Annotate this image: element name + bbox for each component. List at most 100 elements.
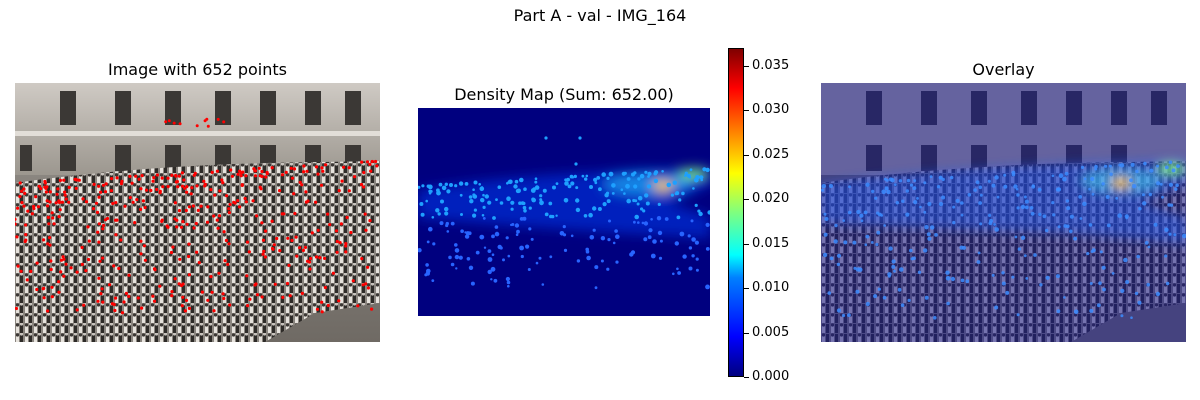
overlay-peak [938,202,944,207]
density-peak [479,234,485,240]
point-marker [140,174,144,178]
density-peak [657,230,663,236]
overlay-peak [1176,164,1180,168]
point-marker [80,262,84,266]
overlay-peak [1011,172,1016,177]
density-peak [691,237,696,242]
colorbar-tick [744,288,749,289]
point-marker [170,173,174,177]
overlay-peak [859,213,864,218]
density-peak [528,227,532,231]
colorbar-tick-label: 0.025 [752,147,790,162]
overlay-peak [930,225,935,230]
overlay-peak [888,246,893,251]
point-marker [178,122,182,126]
overlay-peak [860,219,864,223]
density-peak [478,183,481,186]
point-marker [48,200,52,204]
overlay-peak [926,232,931,237]
point-marker [77,178,81,182]
point-marker [15,235,19,239]
colorbar-tick-label: 0.035 [752,58,790,73]
point-marker [232,200,236,204]
point-marker [353,175,357,179]
point-marker [227,242,231,246]
point-marker [316,228,320,232]
density-peak [544,136,548,140]
overlay-peak [1089,308,1094,313]
point-marker [209,188,213,192]
overlay-peak [1164,254,1168,258]
density-peak [702,167,707,172]
point-marker [222,296,226,301]
density-peak [418,185,421,189]
density-peak [564,181,569,186]
point-marker [221,292,225,296]
density-peak [606,199,611,204]
overlay-peak [912,256,916,261]
point-marker [117,266,121,271]
density-peak [666,182,672,188]
point-marker [48,236,52,240]
point-marker [16,264,20,268]
point-marker [361,283,365,287]
point-marker [124,291,129,295]
overlay-peak [1134,291,1139,296]
point-marker [59,270,63,274]
density-peak [480,186,484,189]
density-peak [494,225,499,229]
density-peak [674,241,679,246]
density-peak [518,201,522,205]
point-marker [173,277,177,281]
density-peak [492,216,496,220]
point-marker [158,284,162,288]
overlay-peak [1063,224,1068,228]
point-marker [272,243,276,247]
overlay-peak [1014,235,1018,239]
colorbar-tick [744,199,749,200]
overlay-peak [1045,275,1050,280]
point-marker [187,254,191,259]
point-marker [24,233,28,237]
overlay-peak [1148,192,1152,197]
density-peak [450,221,455,226]
density-peak [482,205,486,209]
overlay-peak [927,201,932,207]
density-peak [698,211,703,217]
point-marker [36,205,40,209]
point-marker [103,190,108,194]
point-marker [74,186,78,190]
point-marker [54,201,58,205]
point-marker [97,195,101,199]
density-peak [516,229,520,234]
density-peak [562,233,567,237]
density-peak [458,181,464,186]
point-marker [109,189,113,193]
point-marker [18,181,22,185]
point-marker [366,265,370,269]
overlay-peak [909,248,913,253]
density-peak [697,209,701,213]
point-marker [180,184,185,188]
point-marker [39,187,43,191]
density-peak [514,223,520,228]
overlay-peak [1062,176,1067,182]
point-marker [370,159,374,164]
density-peak [681,191,685,196]
overlay-peak [1130,162,1135,167]
overlay-peak [834,223,838,228]
point-marker [309,256,313,261]
point-marker [177,282,181,286]
overlay-peak [1029,206,1034,210]
overlay-peak [1098,281,1102,285]
point-marker [152,267,157,271]
overlay-peak [1147,245,1151,249]
density-peak [645,201,650,206]
point-marker [56,187,60,191]
point-marker [217,214,222,218]
density-peak [542,188,547,193]
overlay-peak [1011,275,1015,279]
point-marker [185,190,189,194]
point-marker [104,182,108,186]
overlay-peak [959,245,964,250]
